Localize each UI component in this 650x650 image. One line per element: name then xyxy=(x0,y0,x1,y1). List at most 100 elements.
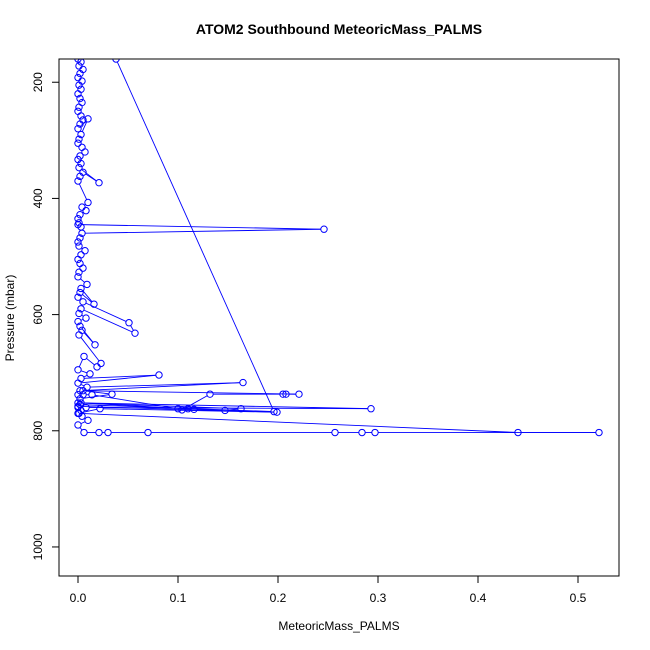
series-line-segment xyxy=(116,61,274,409)
series-line-segment xyxy=(83,404,271,412)
series-line-segment xyxy=(84,374,156,379)
data-point xyxy=(74,379,82,387)
series-line-segment xyxy=(78,183,88,200)
data-point xyxy=(79,298,87,306)
data-point xyxy=(76,69,84,78)
data-point xyxy=(93,363,101,371)
data-point xyxy=(190,405,198,413)
data-point xyxy=(75,309,83,318)
data-point xyxy=(76,400,84,409)
series-line-segment xyxy=(80,370,88,374)
series-line-segment xyxy=(90,382,240,388)
y-tick-label: 800 xyxy=(31,420,45,440)
data-point xyxy=(206,390,214,398)
data-point xyxy=(75,103,83,111)
x-tick-label: 0.0 xyxy=(70,591,87,605)
data-point xyxy=(75,163,83,172)
data-point xyxy=(79,264,87,272)
series-line-segment xyxy=(103,408,274,413)
data-point xyxy=(74,215,82,223)
data-point xyxy=(76,210,84,219)
data-point xyxy=(76,120,84,128)
data-point xyxy=(371,428,379,437)
data-point xyxy=(83,383,91,391)
data-point xyxy=(76,322,84,330)
data-point xyxy=(131,329,139,337)
y-axis: 200 400 600 800 1000 xyxy=(31,72,60,560)
data-point xyxy=(320,225,328,233)
series-line-segment xyxy=(85,173,97,182)
data-point xyxy=(75,81,83,89)
data-point xyxy=(279,390,287,398)
x-tick-label: 0.5 xyxy=(570,591,587,605)
data-point xyxy=(237,405,245,413)
series-line-segment xyxy=(130,325,134,331)
data-point xyxy=(74,220,82,229)
data-point xyxy=(77,374,85,383)
data-point xyxy=(77,251,85,259)
series-line-segment xyxy=(80,278,85,283)
series-line-segment xyxy=(81,121,88,132)
x-tick-label: 0.1 xyxy=(170,591,187,605)
data-point xyxy=(96,405,104,413)
data-point xyxy=(74,421,82,429)
y-tick-label: 600 xyxy=(31,304,45,324)
data-point xyxy=(76,288,84,297)
y-tick-label: 400 xyxy=(31,188,45,208)
data-point xyxy=(82,314,90,322)
x-tick-label: 0.2 xyxy=(270,591,287,605)
data-point xyxy=(84,115,92,123)
data-point xyxy=(112,59,120,63)
data-point xyxy=(80,428,88,437)
series-line-segment xyxy=(86,390,109,395)
y-tick-label: 200 xyxy=(31,72,45,92)
plot-frame xyxy=(58,58,620,577)
series-line-segment xyxy=(81,374,156,384)
data-point xyxy=(77,305,85,313)
chart-title: ATOM2 Southbound MeteoricMass_PALMS xyxy=(196,21,482,37)
data-point xyxy=(95,428,103,437)
x-tick-label: 0.4 xyxy=(470,591,487,605)
series-line-segment xyxy=(86,390,296,395)
data-point xyxy=(77,130,85,139)
series-line-segment xyxy=(83,394,109,399)
data-point xyxy=(78,203,86,211)
series-line-segment xyxy=(80,337,100,362)
data-point xyxy=(273,408,281,416)
plot-area xyxy=(74,59,603,437)
series-line-segment xyxy=(84,402,368,410)
data-point xyxy=(595,428,603,437)
data-point xyxy=(84,416,92,425)
data-point xyxy=(74,90,82,98)
data-point xyxy=(77,59,85,66)
data-point xyxy=(75,135,83,143)
data-point xyxy=(79,386,87,395)
data-point xyxy=(74,273,82,281)
series-line-segment xyxy=(81,224,321,230)
data-point xyxy=(282,390,290,398)
data-point xyxy=(174,405,182,413)
x-tick-label: 0.3 xyxy=(370,591,387,605)
data-point xyxy=(367,405,375,413)
data-point xyxy=(83,280,91,289)
data-point xyxy=(74,125,82,133)
series-line-segment xyxy=(82,290,93,302)
data-point xyxy=(88,391,96,399)
data-point xyxy=(76,395,84,403)
series-layer xyxy=(74,59,603,437)
series-line-segment xyxy=(82,294,92,303)
data-point xyxy=(178,406,186,414)
data-point xyxy=(77,159,85,168)
data-point xyxy=(144,428,152,437)
series-line-segment xyxy=(85,228,321,234)
x-axis: 0.0 0.1 0.2 0.3 0.4 0.5 xyxy=(70,575,587,605)
data-point xyxy=(74,107,82,115)
data-point xyxy=(82,206,90,215)
x-axis-label: MeteoricMass_PALMS xyxy=(278,619,399,633)
data-point xyxy=(74,366,82,374)
data-point xyxy=(78,143,86,151)
data-point xyxy=(90,300,98,308)
data-point xyxy=(270,407,278,416)
data-point xyxy=(74,317,82,326)
